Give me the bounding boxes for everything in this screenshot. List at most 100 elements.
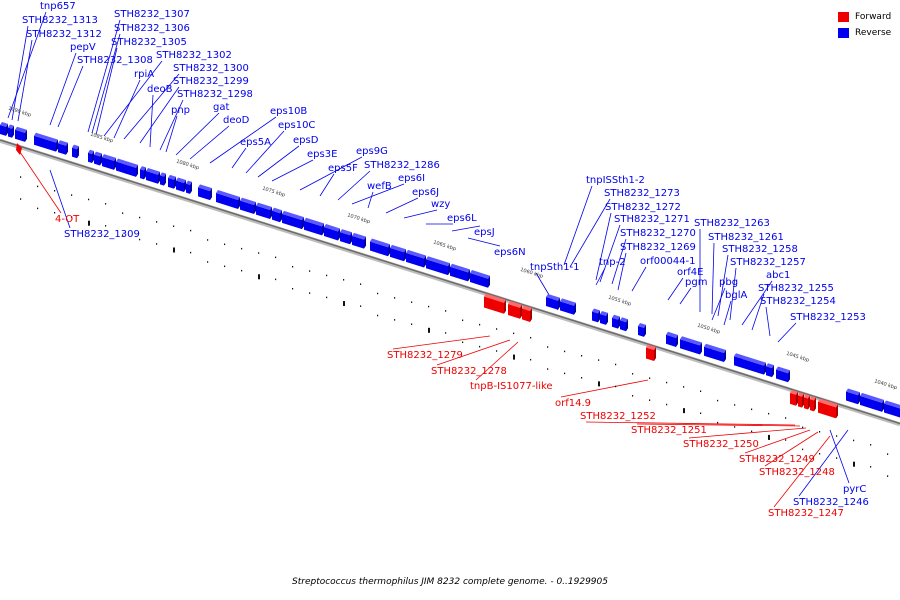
- gene-body[interactable]: [352, 235, 364, 249]
- reverse-gene[interactable]: [15, 126, 27, 142]
- reverse-gene[interactable]: [776, 366, 790, 383]
- reverse-gene[interactable]: [160, 172, 166, 186]
- reverse-gene[interactable]: [216, 190, 240, 209]
- reverse-gene[interactable]: [766, 363, 774, 378]
- reverse-gene[interactable]: [546, 293, 560, 310]
- gene-body[interactable]: [798, 395, 802, 408]
- gene-body[interactable]: [256, 205, 270, 220]
- forward-gene[interactable]: [804, 394, 810, 410]
- forward-gene[interactable]: [798, 392, 804, 408]
- gene-body[interactable]: [592, 311, 598, 323]
- gene-body[interactable]: [766, 366, 772, 378]
- gene-body[interactable]: [646, 347, 654, 362]
- gene-body[interactable]: [186, 183, 190, 194]
- reverse-gene[interactable]: [94, 151, 102, 166]
- gene-body[interactable]: [176, 180, 184, 192]
- reverse-gene[interactable]: [176, 177, 186, 192]
- forward-gene[interactable]: [810, 396, 816, 412]
- gene-body[interactable]: [612, 317, 618, 329]
- reverse-gene[interactable]: [370, 238, 390, 257]
- gene-body[interactable]: [740, 358, 764, 375]
- reverse-gene[interactable]: [102, 154, 116, 170]
- gene-body[interactable]: [0, 125, 6, 136]
- reverse-gene[interactable]: [240, 197, 256, 215]
- gene-body[interactable]: [860, 395, 882, 412]
- gene-body[interactable]: [282, 213, 302, 230]
- gene-body[interactable]: [116, 161, 136, 177]
- reverse-gene[interactable]: [560, 298, 576, 315]
- gene-body[interactable]: [160, 175, 164, 186]
- reverse-gene[interactable]: [710, 345, 726, 363]
- gene-body[interactable]: [470, 273, 488, 288]
- forward-gene[interactable]: [484, 293, 506, 314]
- reverse-gene[interactable]: [612, 314, 620, 329]
- reverse-gene[interactable]: [272, 207, 282, 223]
- gene-body[interactable]: [340, 232, 350, 245]
- reverse-gene[interactable]: [140, 166, 146, 180]
- reverse-gene[interactable]: [72, 144, 79, 159]
- reverse-gene[interactable]: [198, 184, 212, 201]
- reverse-gene[interactable]: [740, 355, 766, 375]
- reverse-gene[interactable]: [352, 232, 366, 249]
- gene-body[interactable]: [304, 220, 322, 236]
- gene-body[interactable]: [94, 154, 100, 166]
- gene-body[interactable]: [810, 399, 814, 412]
- reverse-gene[interactable]: [846, 388, 860, 405]
- gene-body[interactable]: [216, 193, 238, 209]
- gene-body[interactable]: [620, 320, 626, 332]
- gene-body[interactable]: [140, 169, 144, 180]
- gene-body[interactable]: [272, 210, 280, 223]
- gene-body[interactable]: [846, 391, 858, 405]
- gene-body[interactable]: [710, 348, 724, 363]
- reverse-gene[interactable]: [600, 311, 608, 325]
- gene-body[interactable]: [484, 296, 504, 314]
- reverse-gene[interactable]: [592, 308, 600, 323]
- gene-body[interactable]: [390, 247, 404, 262]
- reverse-gene[interactable]: [304, 217, 324, 236]
- gene-body[interactable]: [734, 356, 740, 368]
- gene-body[interactable]: [102, 157, 114, 170]
- gene-body[interactable]: [638, 325, 644, 337]
- reverse-gene[interactable]: [666, 331, 678, 347]
- reverse-gene[interactable]: [884, 400, 900, 418]
- gene-body[interactable]: [370, 241, 388, 257]
- reverse-gene[interactable]: [340, 229, 352, 245]
- gene-body[interactable]: [804, 397, 808, 410]
- reverse-gene[interactable]: [58, 140, 68, 155]
- gene-body[interactable]: [522, 308, 530, 322]
- gene-body[interactable]: [88, 152, 92, 163]
- gene-body[interactable]: [168, 177, 174, 189]
- gene-body[interactable]: [704, 346, 710, 358]
- reverse-gene[interactable]: [168, 174, 176, 189]
- gene-body[interactable]: [426, 259, 448, 276]
- reverse-gene[interactable]: [34, 132, 58, 152]
- reverse-gene[interactable]: [406, 249, 426, 268]
- gene-body[interactable]: [666, 334, 676, 347]
- reverse-gene[interactable]: [116, 158, 138, 177]
- reverse-gene[interactable]: [680, 336, 702, 355]
- reverse-gene[interactable]: [324, 224, 340, 241]
- reverse-gene[interactable]: [256, 202, 272, 220]
- gene-body[interactable]: [776, 369, 788, 383]
- reverse-gene[interactable]: [638, 322, 646, 337]
- gene-body[interactable]: [560, 301, 574, 315]
- reverse-gene[interactable]: [390, 244, 406, 262]
- reverse-gene[interactable]: [860, 392, 884, 412]
- reverse-gene[interactable]: [8, 124, 14, 138]
- forward-gene[interactable]: [508, 301, 522, 319]
- gene-body[interactable]: [324, 227, 338, 241]
- reverse-gene[interactable]: [426, 256, 450, 276]
- reverse-gene[interactable]: [282, 210, 304, 230]
- forward-gene[interactable]: [646, 344, 656, 362]
- gene-body[interactable]: [450, 266, 468, 282]
- gene-body[interactable]: [546, 296, 558, 310]
- gene-body[interactable]: [818, 401, 836, 419]
- reverse-gene[interactable]: [470, 270, 490, 288]
- forward-gene[interactable]: [790, 389, 798, 406]
- gene-body[interactable]: [600, 314, 606, 325]
- reverse-gene[interactable]: [186, 180, 192, 194]
- gene-body[interactable]: [58, 143, 66, 155]
- gene-body[interactable]: [72, 147, 77, 159]
- gene-body[interactable]: [790, 392, 796, 406]
- reverse-gene[interactable]: [620, 317, 628, 332]
